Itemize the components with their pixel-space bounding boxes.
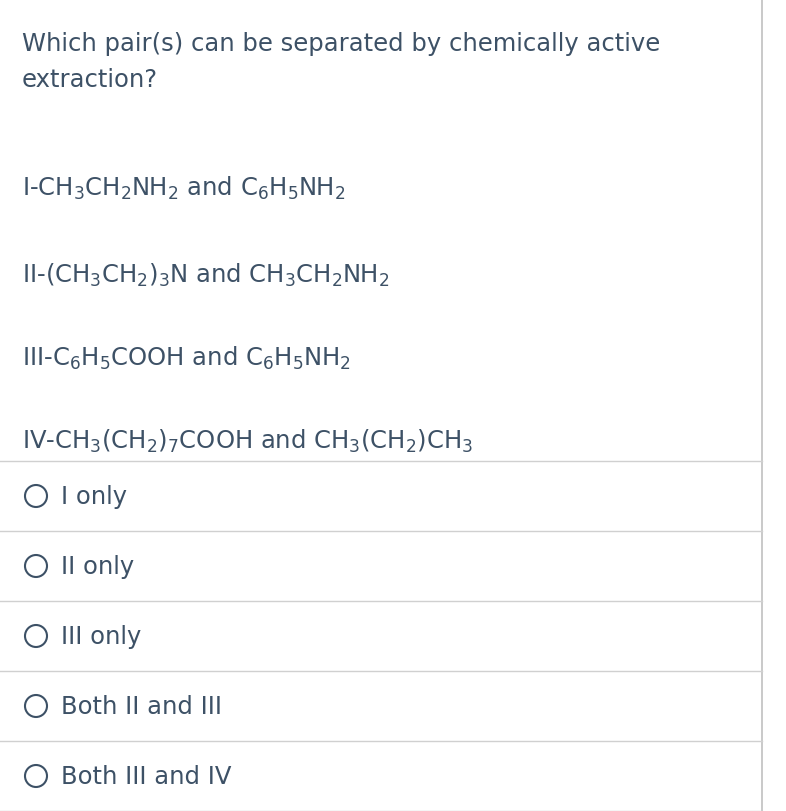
Text: III-C$_6$H$_5$COOH and C$_6$H$_5$NH$_2$: III-C$_6$H$_5$COOH and C$_6$H$_5$NH$_2$ xyxy=(22,345,351,371)
Text: IV-CH$_3$(CH$_2$)$_7$COOH and CH$_3$(CH$_2$)CH$_3$: IV-CH$_3$(CH$_2$)$_7$COOH and CH$_3$(CH$… xyxy=(22,427,473,455)
Text: Both III and IV: Both III and IV xyxy=(61,764,232,788)
Text: Which pair(s) can be separated by chemically active: Which pair(s) can be separated by chemic… xyxy=(22,32,660,56)
Text: I-CH$_3$CH$_2$NH$_2$ and C$_6$H$_5$NH$_2$: I-CH$_3$CH$_2$NH$_2$ and C$_6$H$_5$NH$_2… xyxy=(22,175,346,202)
Text: II only: II only xyxy=(61,554,134,578)
Text: Both II and III: Both II and III xyxy=(61,694,222,718)
Text: extraction?: extraction? xyxy=(22,68,158,92)
Text: I only: I only xyxy=(61,484,127,508)
Text: III only: III only xyxy=(61,624,141,648)
Text: II-(CH$_3$CH$_2$)$_3$N and CH$_3$CH$_2$NH$_2$: II-(CH$_3$CH$_2$)$_3$N and CH$_3$CH$_2$N… xyxy=(22,262,389,289)
